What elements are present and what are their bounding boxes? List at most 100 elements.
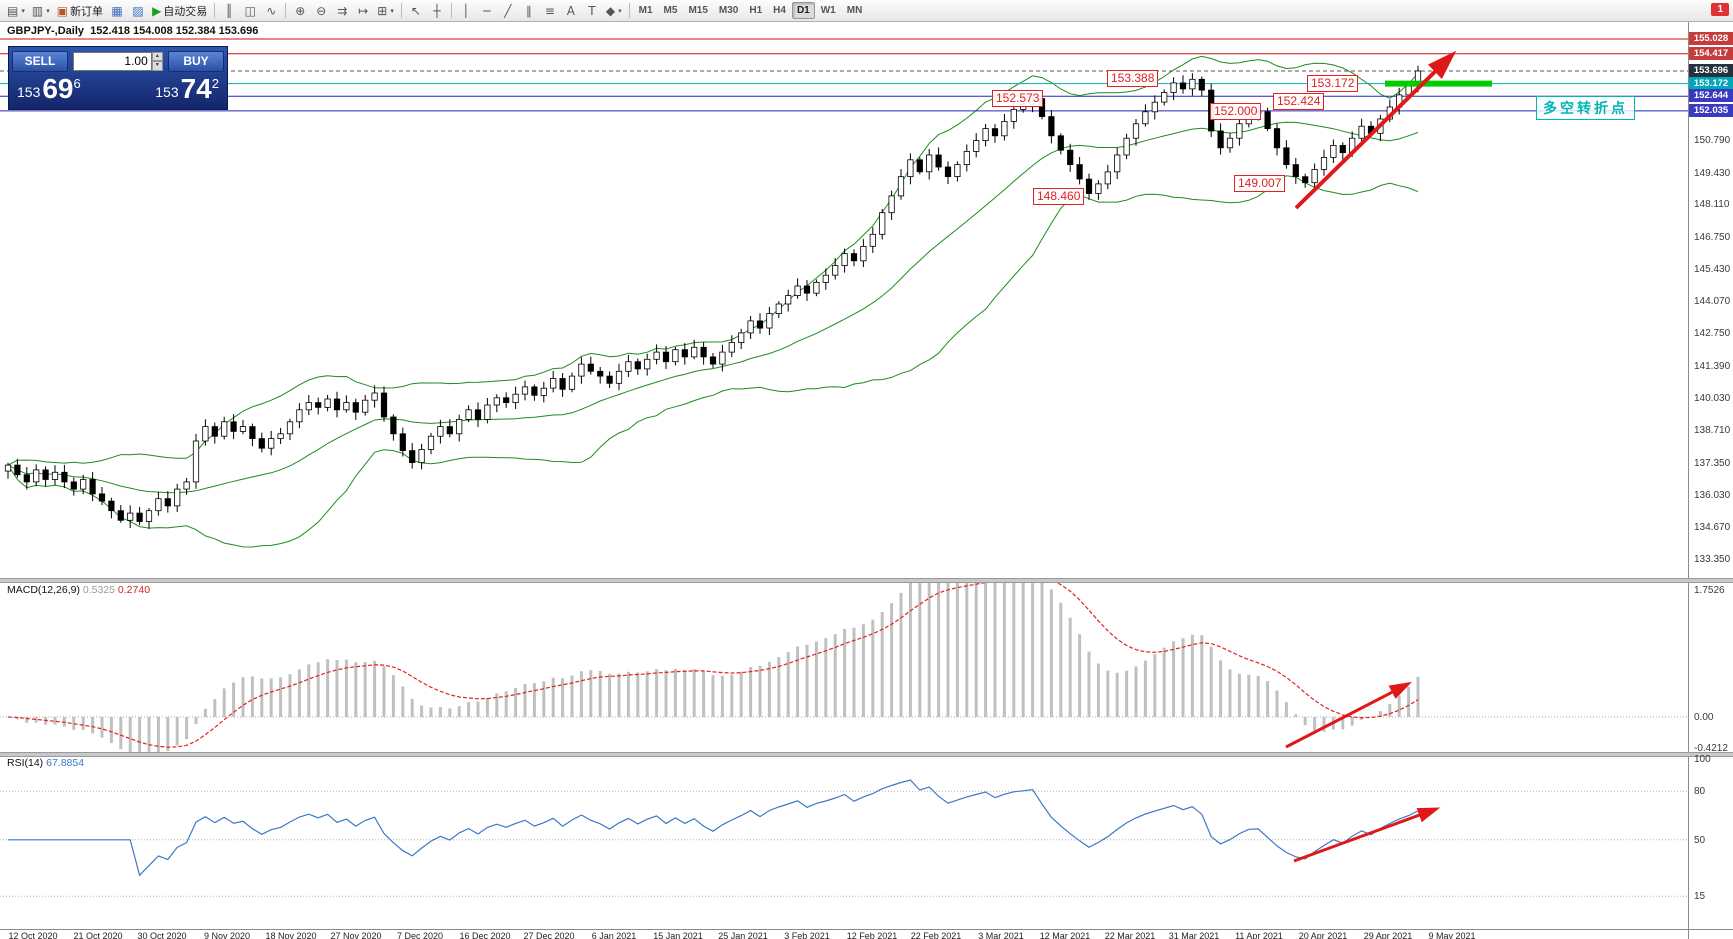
shapes-tool-icon[interactable]: ◆ ▾ [603,2,625,20]
panel-splitter-rsi[interactable] [0,752,1733,757]
chart-shift-icon[interactable]: ↦ [353,2,373,20]
bar-chart-mode-glyph: ║ [225,3,233,18]
timeframe-h4[interactable]: H4 [768,2,791,19]
bollinger-bands [7,55,1419,548]
timeframe-d1[interactable]: D1 [791,2,815,19]
volume-input[interactable] [73,51,152,71]
bar-chart-mode-icon[interactable]: ║ [219,2,239,20]
label-tool-glyph: T [588,3,596,18]
chart-profiles-icon[interactable]: ▥ ▾ [29,2,53,20]
price-axis[interactable] [1689,22,1733,939]
dropdown-arrow-icon[interactable]: ▾ [21,7,25,15]
auto-scroll-icon[interactable]: ⇉ [332,2,352,20]
macd-signal-line [7,582,1419,748]
bid-big-digits: 69 [42,73,74,104]
horizontal-line-tool-icon[interactable]: ─ [477,2,497,20]
data-window-glyph: ▨ [132,3,144,18]
text-tool-icon[interactable]: A [561,2,581,20]
trendline-tool-glyph: ╱ [504,3,512,18]
vertical-line-tool-glyph: │ [462,3,470,18]
trend-arrow[interactable] [1294,50,1457,210]
data-window-icon[interactable]: ▨ [128,2,148,20]
toolbar: ▤ ▾ ▥ ▾ ▣ 新订单 ▦ ▨ ▶ 自动交易 ║ ◫ ∿ ⊕ ⊖ ⇉ ↦ ⊞ ▾ ↖ ┼ │ ─ ╱ ∥ ≡ A T ◆ ▾ M1 M5 M… [0,0,1733,22]
toolbar-separator [450,3,452,18]
volume-spinner: ▲ ▼ [151,51,163,71]
new-chart-glyph: ▤ [7,3,19,18]
chart-profiles-glyph: ▥ [31,3,44,18]
auto-trading-button[interactable]: ▶ 自动交易 [149,2,210,20]
one-click-trading-panel: SELL ▲ ▼ BUY 153 69 6 153 [8,46,228,110]
buy-button[interactable]: BUY [168,50,224,72]
crosshair-tool-icon[interactable]: ┼ [427,2,447,20]
auto-trading-label: 自动交易 [163,5,208,18]
shapes-tool-glyph: ◆ [605,3,616,18]
volume-down-icon[interactable]: ▼ [151,61,163,71]
channel-tool-icon[interactable]: ∥ [519,2,539,20]
ask-prefix: 153 [155,84,179,100]
auto-scroll-glyph: ⇉ [337,3,348,18]
bid-pip-digit: 6 [73,76,81,91]
trend-arrow[interactable] [1285,681,1412,749]
auto-trading-glyph: ▶ [152,3,162,18]
timeframe-h1[interactable]: H1 [744,2,767,19]
toolbar-separator [285,3,287,18]
vertical-line-tool-icon[interactable]: │ [456,2,476,20]
zoom-out-glyph: ⊖ [316,3,327,18]
new-order-glyph: ▣ [56,3,69,18]
trend-arrow[interactable] [1293,807,1441,863]
candlestick-mode-icon[interactable]: ◫ [240,2,260,20]
tile-windows-icon[interactable]: ⊞ ▾ [374,2,397,20]
bid-price: 153 69 6 [17,74,81,104]
dropdown-arrow-icon[interactable]: ▾ [46,7,50,15]
cursor-tool-icon[interactable]: ↖ [406,2,426,20]
chart-windows-icon[interactable]: ▦ [107,2,127,20]
fibonacci-tool-icon[interactable]: ≡ [540,2,560,20]
time-axis[interactable] [0,930,1688,939]
new-chart-icon[interactable]: ▤ ▾ [4,2,28,20]
toolbar-separator [628,3,630,18]
zoom-out-icon[interactable]: ⊖ [311,2,331,20]
time-axis-border [0,929,1733,930]
fibonacci-tool-glyph: ≡ [544,3,555,18]
crosshair-tool-glyph: ┼ [433,3,441,18]
price-axis-border [1688,22,1689,939]
rsi-line [8,779,1419,877]
zoom-in-icon[interactable]: ⊕ [290,2,310,20]
timeframe-m1[interactable]: M1 [634,2,658,19]
zoom-in-glyph: ⊕ [295,3,306,18]
candlestick-series [4,65,1422,529]
ask-pip-digit: 2 [211,76,219,91]
panel-splitter-macd[interactable] [0,578,1733,583]
tile-windows-glyph: ⊞ [377,3,388,18]
macd-histogram [15,582,1420,752]
timeframe-mn[interactable]: MN [842,2,868,19]
timeframe-w1[interactable]: W1 [816,2,841,19]
timeframe-m15[interactable]: M15 [683,2,712,19]
timeframe-m5[interactable]: M5 [659,2,683,19]
chart-shift-glyph: ↦ [358,3,369,18]
bid-prefix: 153 [17,84,41,100]
notification-badge[interactable]: 1 [1711,3,1729,16]
label-tool-icon[interactable]: T [582,2,602,20]
toolbar-separator [400,3,402,18]
candlestick-mode-glyph: ◫ [244,3,256,18]
ask-big-digits: 74 [180,73,212,104]
dropdown-arrow-icon[interactable]: ▾ [618,7,622,15]
chart-windows-glyph: ▦ [111,3,123,18]
channel-tool-glyph: ∥ [525,3,532,18]
toolbar-separator [214,3,216,18]
volume-up-icon[interactable]: ▲ [151,51,163,61]
trendline-tool-icon[interactable]: ╱ [498,2,518,20]
timeframe-m30[interactable]: M30 [714,2,743,19]
volume-control: ▲ ▼ [73,51,163,71]
sell-button[interactable]: SELL [12,50,68,72]
cursor-tool-glyph: ↖ [410,3,421,18]
text-tool-glyph: A [566,3,575,18]
line-chart-mode-icon[interactable]: ∿ [261,2,281,20]
dropdown-arrow-icon[interactable]: ▾ [390,7,394,15]
new-order-label: 新订单 [70,5,104,18]
new-order-button[interactable]: ▣ 新订单 [54,2,106,20]
ask-price: 153 74 2 [155,74,219,104]
